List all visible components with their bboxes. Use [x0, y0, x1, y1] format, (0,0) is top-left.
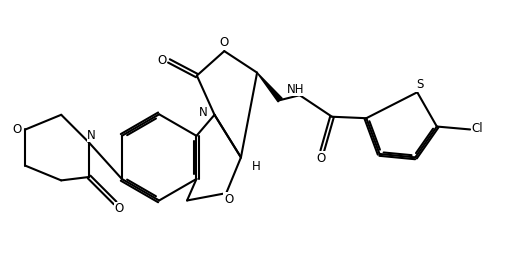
Polygon shape: [257, 73, 282, 102]
Text: S: S: [416, 78, 423, 91]
Text: O: O: [224, 193, 233, 206]
Text: NH: NH: [287, 83, 304, 96]
Text: Cl: Cl: [472, 122, 483, 135]
Text: O: O: [114, 202, 124, 215]
Text: O: O: [316, 152, 326, 165]
Text: O: O: [220, 36, 229, 49]
Text: N: N: [199, 106, 208, 119]
Text: O: O: [157, 55, 166, 67]
Text: N: N: [87, 129, 96, 142]
Text: O: O: [12, 123, 21, 136]
Text: H: H: [252, 160, 261, 173]
